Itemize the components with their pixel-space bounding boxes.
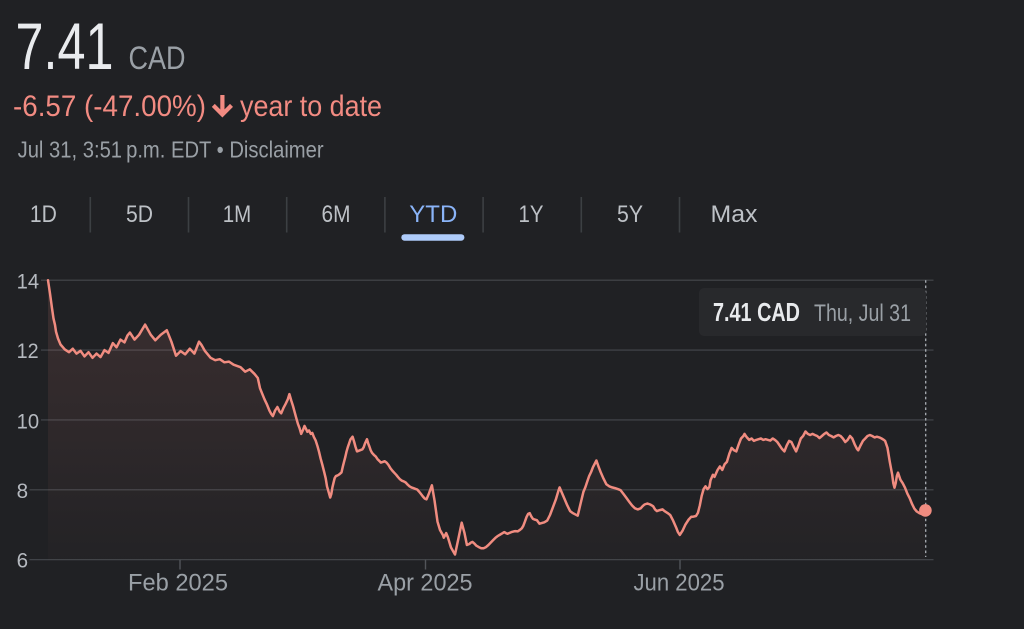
svg-text:7.41 CAD: 7.41 CAD xyxy=(713,299,800,327)
svg-text:7.41: 7.41 xyxy=(16,9,114,83)
svg-text:1D: 1D xyxy=(30,201,57,228)
svg-text:14: 14 xyxy=(17,269,40,293)
svg-text:6M: 6M xyxy=(322,201,351,228)
svg-text:CAD: CAD xyxy=(129,40,186,76)
svg-text:Jul 31, 3:51 p.m. EDT • Discla: Jul 31, 3:51 p.m. EDT • Disclaimer xyxy=(18,137,324,163)
svg-text:year to date: year to date xyxy=(240,90,382,123)
svg-text:Jun 2025: Jun 2025 xyxy=(634,569,725,596)
svg-text:6: 6 xyxy=(17,548,29,572)
svg-text:Feb 2025: Feb 2025 xyxy=(128,569,228,596)
svg-text:8: 8 xyxy=(17,479,29,503)
svg-text:12: 12 xyxy=(17,339,39,363)
svg-text:10: 10 xyxy=(17,409,40,433)
svg-text:-6.57 (-47.00%): -6.57 (-47.00%) xyxy=(13,90,206,123)
svg-text:Max: Max xyxy=(711,201,758,228)
svg-text:5Y: 5Y xyxy=(617,201,643,228)
svg-text:Thu, Jul 31: Thu, Jul 31 xyxy=(814,300,911,327)
svg-text:5D: 5D xyxy=(126,201,153,228)
svg-text:1M: 1M xyxy=(223,201,252,228)
svg-text:1Y: 1Y xyxy=(519,201,544,228)
svg-text:YTD: YTD xyxy=(409,201,457,228)
svg-text:Apr 2025: Apr 2025 xyxy=(378,569,473,596)
